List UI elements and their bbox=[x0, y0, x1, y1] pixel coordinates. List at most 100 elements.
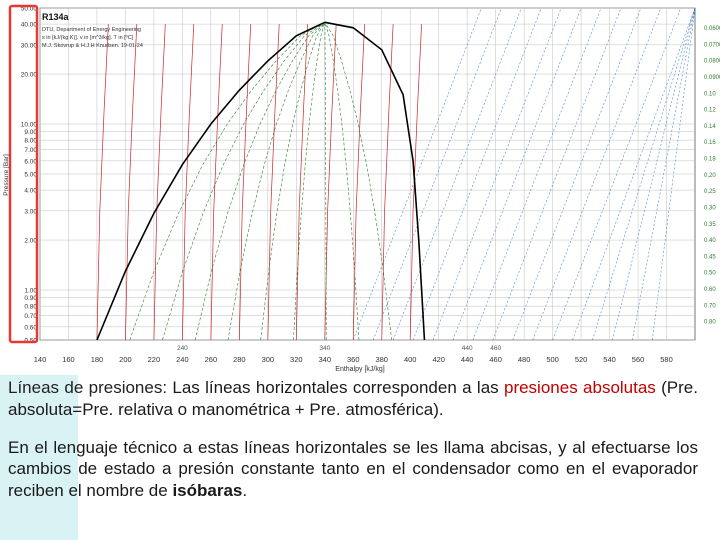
y-tick-label: 9.00 bbox=[24, 129, 37, 136]
right-side-label: 0.45 bbox=[704, 254, 716, 260]
x-tick-label: 400 bbox=[404, 355, 417, 364]
x-tick-label: 260 bbox=[205, 355, 218, 364]
x-tick-label-lower: 340 bbox=[319, 345, 330, 352]
isentrope-line bbox=[372, 7, 502, 341]
isotherm-line bbox=[324, 24, 337, 341]
x-tick-label: 320 bbox=[290, 355, 303, 364]
right-side-label: 0.20 bbox=[704, 173, 716, 179]
y-tick-label: 0.90 bbox=[24, 295, 37, 302]
isotherm-line bbox=[295, 24, 309, 341]
p1-text-c: (Pre. absoluta=Pre. relativa o manométri… bbox=[8, 378, 698, 419]
chart-header-line: M.J. Skovrup & H.J.H Knudsen. 19-01-24 bbox=[42, 43, 143, 49]
x-tick-label: 300 bbox=[262, 355, 275, 364]
x-tick-label: 560 bbox=[632, 355, 645, 364]
quality-line bbox=[129, 22, 325, 341]
y-tick-label: 1.00 bbox=[24, 288, 37, 295]
right-side-label: 0.60 bbox=[704, 287, 716, 293]
y-tick-label: 40.00 bbox=[21, 22, 38, 29]
isotherm-line bbox=[182, 24, 195, 341]
isentrope-line bbox=[552, 7, 682, 341]
isotherm-line bbox=[210, 24, 223, 341]
p2-text-a: En el lenguaje técnico a estas líneas ho… bbox=[8, 437, 698, 501]
x-tick-label: 420 bbox=[432, 355, 445, 364]
saturated-vapor-curve bbox=[324, 21, 426, 341]
chart-header-line: DTU, Department of Energy Engineering bbox=[42, 27, 141, 33]
y-axis-label: Pressure [Bar] bbox=[3, 154, 10, 196]
x-tick-label: 460 bbox=[489, 355, 502, 364]
y-axis-highlight-box bbox=[8, 4, 39, 344]
x-tick-label: 160 bbox=[62, 355, 75, 364]
y-tick-label: 7.00 bbox=[24, 147, 37, 154]
isentrope-line bbox=[512, 7, 642, 341]
quality-line bbox=[227, 22, 326, 341]
quality-line bbox=[260, 22, 326, 341]
y-tick-label: 3.00 bbox=[24, 208, 37, 215]
isotherm-line bbox=[352, 24, 366, 341]
x-tick-label: 240 bbox=[176, 355, 189, 364]
term-absolute-pressures-1: presiones absolutas bbox=[504, 378, 656, 397]
y-tick-label: 2.00 bbox=[24, 238, 37, 245]
left-accent-strip bbox=[0, 375, 78, 540]
isotherm-line bbox=[238, 24, 252, 341]
isotherm-line bbox=[96, 24, 109, 341]
quality-line bbox=[162, 22, 325, 341]
isentrope-line bbox=[612, 7, 696, 341]
isentrope-line bbox=[492, 7, 622, 341]
x-tick-label: 200 bbox=[119, 355, 132, 364]
right-side-label: 0.12 bbox=[704, 108, 716, 114]
right-side-label: 0.18 bbox=[704, 157, 716, 163]
paragraph-pressures: Líneas de presiones: Las líneas horizont… bbox=[8, 377, 698, 421]
x-tick-label: 580 bbox=[660, 355, 673, 364]
right-side-label: 0.25 bbox=[704, 189, 716, 195]
quality-line bbox=[194, 22, 325, 341]
paragraph-isobars: En el lenguaje técnico a estas líneas ho… bbox=[8, 437, 698, 502]
isentrope-line bbox=[412, 7, 542, 341]
isotherm-line bbox=[409, 24, 422, 341]
x-tick-label: 380 bbox=[375, 355, 388, 364]
right-side-label: 0.50 bbox=[704, 271, 716, 277]
right-side-label: 0.40 bbox=[704, 238, 716, 244]
y-tick-label: 10.00 bbox=[21, 122, 38, 129]
y-tick-label: 0.60 bbox=[24, 324, 37, 331]
p1-text-a: Las líneas horizontales corresponden a l… bbox=[167, 378, 504, 397]
isotherm-line bbox=[267, 24, 280, 341]
right-side-label: 0.30 bbox=[704, 205, 716, 211]
chart-title: R134a bbox=[42, 12, 70, 22]
x-tick-label: 360 bbox=[347, 355, 360, 364]
term-pressure-lines: Líneas de presiones: bbox=[8, 378, 168, 397]
quality-line bbox=[293, 22, 326, 341]
isotherm-line bbox=[153, 24, 166, 341]
x-tick-label: 480 bbox=[518, 355, 531, 364]
p2-text-c: . bbox=[242, 481, 248, 500]
y-tick-label: 20.00 bbox=[21, 72, 38, 79]
explanation-text: Líneas de presiones: Las líneas horizont… bbox=[8, 377, 698, 502]
x-tick-label: 340 bbox=[319, 355, 332, 364]
y-tick-label: 0.70 bbox=[24, 313, 37, 320]
isentrope-line bbox=[472, 7, 602, 341]
right-side-label: 0.16 bbox=[704, 140, 716, 146]
ph-diagram: 140 160 180 200 220 240 260 280 300 320 340 360 380 4… bbox=[3, 4, 720, 373]
x-tick-label-lower: 240 bbox=[177, 345, 188, 352]
x-tick-label: 180 bbox=[91, 355, 104, 364]
x-tick-label-lower: 460 bbox=[490, 345, 501, 352]
ph-diagram-svg: 140 160 180 200 220 240 260 280 300 320 340 360 380 4… bbox=[3, 4, 720, 373]
right-side-label: 0.10 bbox=[704, 91, 716, 97]
right-side-label: 0.14 bbox=[704, 124, 716, 130]
saturated-liquid-curve bbox=[96, 21, 326, 341]
x-tick-label: 280 bbox=[233, 355, 246, 364]
x-tick-label-lower: 440 bbox=[462, 345, 473, 352]
y-tick-label: 6.00 bbox=[24, 158, 37, 165]
isentrope-line bbox=[592, 7, 696, 341]
isentrope-line bbox=[452, 7, 582, 341]
y-tick-label: 30.00 bbox=[21, 42, 38, 49]
y-tick-label: 50.00 bbox=[21, 6, 38, 13]
x-tick-label: 500 bbox=[546, 355, 559, 364]
x-tick-label: 540 bbox=[603, 355, 616, 364]
y-tick-label: 0.80 bbox=[24, 304, 37, 311]
isentrope-line bbox=[432, 7, 562, 341]
y-tick-label: 5.00 bbox=[24, 172, 37, 179]
quality-line bbox=[324, 22, 327, 341]
